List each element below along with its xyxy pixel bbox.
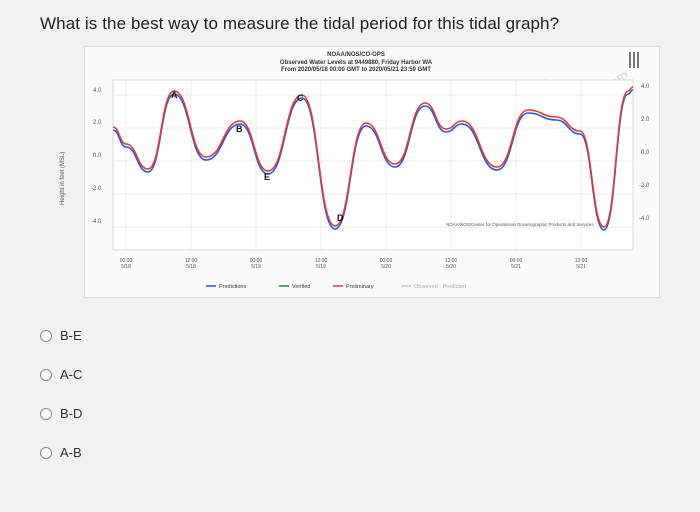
plot-area <box>112 79 634 251</box>
x-tick-date: 5/21 <box>511 264 521 270</box>
point-label-e: E <box>264 172 270 182</box>
option-b-d[interactable]: B-D <box>40 406 82 421</box>
x-tick-time: 12:00 <box>445 258 458 264</box>
chart-header-line-3: From 2020/05/18 00:00 GMT to 2020/05/21 … <box>281 67 431 73</box>
y-tick-right: 4.0 <box>641 84 650 90</box>
option-label: B-D <box>60 406 83 421</box>
x-ticks: 00:005/1812:005/1800:005/1912:005/1900:0… <box>120 258 588 270</box>
x-tick-time: 12:00 <box>185 258 198 264</box>
y-tick-left: -4.0 <box>91 219 102 225</box>
x-tick-time: 00:00 <box>510 258 523 264</box>
y-ticks-right: 4.0 2.0 0.0 -2.0 -4.0 <box>639 84 650 222</box>
legend-predictions: Predictions <box>219 284 246 290</box>
x-tick-date: 5/18 <box>186 264 196 270</box>
y-tick-left: 0.0 <box>93 153 102 159</box>
chart-header-line-1: NOAA/NOS/CO-OPS <box>327 52 385 58</box>
x-tick-date: 5/18 <box>121 264 131 270</box>
x-tick-date: 5/20 <box>381 264 391 270</box>
option-label: A-B <box>60 445 82 460</box>
point-labels: A B C D E <box>171 90 344 223</box>
option-b-e[interactable]: B-E <box>40 328 82 343</box>
legend-observed-predicted: Observed - Predicted <box>414 284 466 290</box>
y-tick-right: -4.0 <box>639 216 650 222</box>
option-a-c[interactable]: A-C <box>40 367 82 382</box>
point-label-d: D <box>337 213 344 223</box>
x-tick-date: 5/20 <box>446 264 456 270</box>
option-a-b[interactable]: A-B <box>40 445 82 460</box>
y-tick-left: -2.0 <box>91 186 102 192</box>
chart-menu-icon[interactable] <box>627 52 641 70</box>
x-tick-time: 00:00 <box>380 258 393 264</box>
y-axis-label: Height in feet (MSL) <box>60 152 66 205</box>
x-tick-time: 00:00 <box>120 258 133 264</box>
radio-button[interactable] <box>40 446 52 459</box>
legend-preliminary: Preliminary <box>346 284 374 290</box>
x-tick-time: 00:00 <box>250 258 263 264</box>
preliminary-line <box>112 86 634 228</box>
point-label-b: B <box>236 124 243 134</box>
option-label: B-E <box>60 328 82 343</box>
y-tick-left: 2.0 <box>93 120 102 126</box>
y-ticks-left: 4.0 2.0 0.0 -2.0 -4.0 <box>91 88 102 225</box>
point-label-a: A <box>171 90 178 100</box>
y-tick-right: 2.0 <box>641 117 650 123</box>
radio-button[interactable] <box>40 368 52 381</box>
x-tick-date: 5/19 <box>251 264 261 270</box>
x-tick-date: 5/21 <box>576 264 586 270</box>
point-label-c: C <box>297 93 304 103</box>
chart-legend: Predictions Verified Preliminary Observe… <box>206 284 466 290</box>
legend-verified: Verified <box>292 284 310 290</box>
x-tick-time: 12:00 <box>315 258 328 264</box>
y-tick-left: 4.0 <box>93 88 102 94</box>
chart-header: NOAA/NOS/CO-OPS Observed Water Levels at… <box>236 52 476 75</box>
option-label: A-C <box>60 367 83 382</box>
x-tick-date: 5/19 <box>316 264 326 270</box>
chart-header-line-2: Observed Water Levels at 9449880, Friday… <box>279 59 433 66</box>
x-tick-time: 12:00 <box>575 258 588 264</box>
radio-button[interactable] <box>40 407 52 420</box>
question-text: What is the best way to measure the tida… <box>40 14 560 33</box>
y-tick-right: 0.0 <box>641 150 650 156</box>
noaa-note: NOAA/NOS/Center for Operational Oceanogr… <box>446 222 594 227</box>
radio-button[interactable] <box>40 329 52 342</box>
y-tick-right: -2.0 <box>639 183 650 189</box>
